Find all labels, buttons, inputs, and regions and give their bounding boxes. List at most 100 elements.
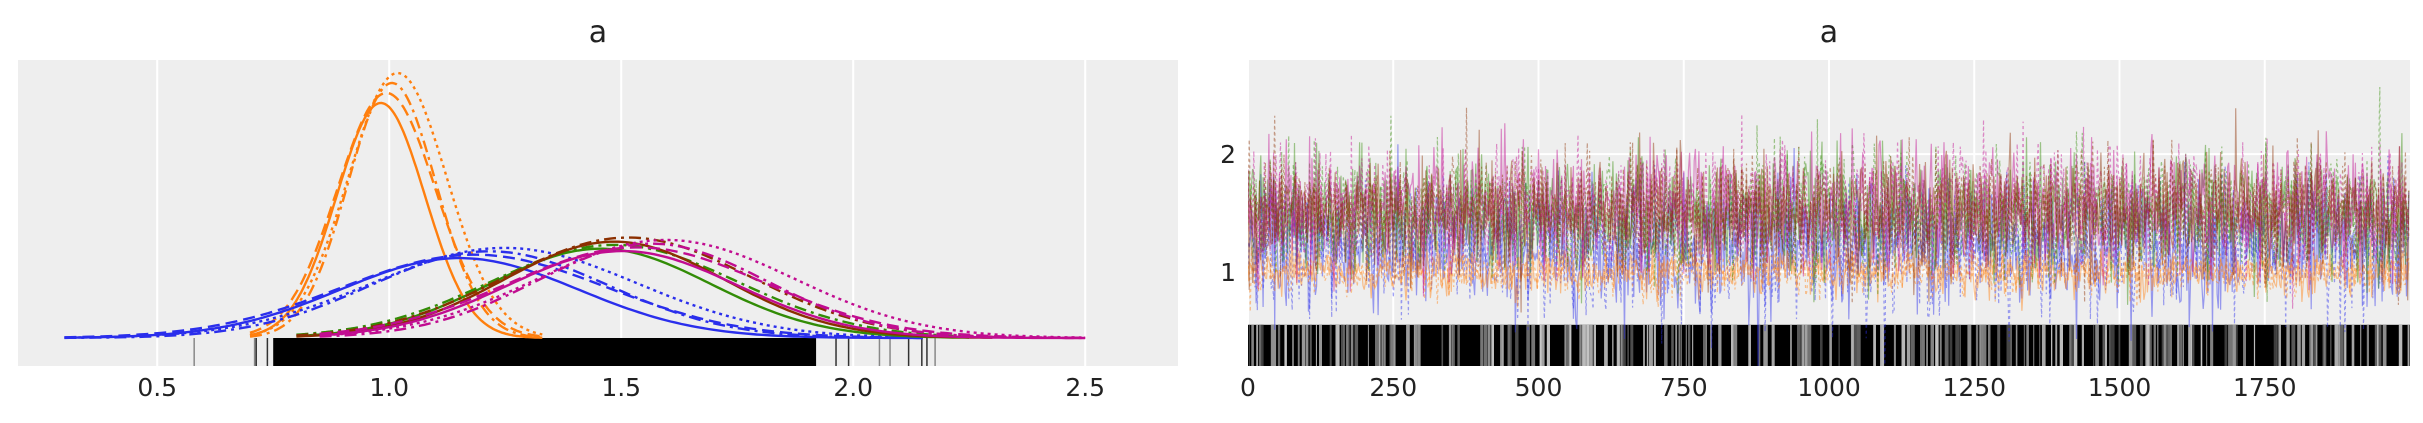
trace-rank-stripe bbox=[2051, 324, 2053, 366]
trace-line bbox=[1248, 108, 2410, 313]
trace-rank-stripe bbox=[1758, 324, 1761, 366]
trace-rank-stripe bbox=[1685, 324, 1687, 366]
trace-rank-stripe bbox=[1675, 324, 1678, 366]
trace-rank-stripe bbox=[2033, 324, 2035, 366]
trace-rank-stripe bbox=[1256, 324, 1259, 366]
trace-rank-stripe bbox=[1748, 324, 1751, 366]
trace-rank-stripe bbox=[1893, 324, 1896, 366]
trace-rank-stripe bbox=[1829, 324, 1832, 366]
trace-rank-stripe bbox=[2095, 324, 2099, 366]
trace-rank-stripe bbox=[1335, 324, 1338, 366]
trace-rank-stripe bbox=[1457, 324, 1460, 366]
trace-rank-stripe bbox=[1820, 324, 1823, 366]
trace-y-tick-label: 2 bbox=[1220, 140, 1236, 169]
trace-line bbox=[1248, 123, 2410, 293]
trace-rank-stripe bbox=[1487, 324, 1490, 366]
trace-rank-stripe bbox=[2287, 324, 2290, 366]
trace-rank-stripe bbox=[2073, 324, 2078, 366]
trace-y-tick-label: 1 bbox=[1220, 258, 1236, 287]
trace-title: a bbox=[1820, 15, 1838, 50]
trace-rank-stripe bbox=[1584, 324, 1587, 366]
trace-x-ticks: 0 250 500 750 1000 1250 1500 1750 bbox=[1240, 373, 2297, 402]
trace-rank-stripe bbox=[1901, 324, 1906, 366]
trace-rank-stripe bbox=[1664, 324, 1668, 366]
trace-rank-stripe bbox=[1568, 324, 1570, 366]
trace-rank-stripe bbox=[1416, 324, 1419, 366]
trace-rank-stripe bbox=[1251, 324, 1253, 366]
trace-rank-stripe bbox=[2273, 324, 2277, 366]
trace-rank-stripe bbox=[1944, 324, 1949, 366]
density-curve bbox=[249, 101, 543, 339]
trace-rank-stripe bbox=[1643, 324, 1645, 366]
trace-rank-stripe bbox=[1807, 324, 1812, 366]
trace-x-tick-label: 1500 bbox=[2088, 373, 2152, 402]
trace-rank-stripe bbox=[1907, 324, 1911, 366]
trace-rank-stripe bbox=[2351, 324, 2355, 366]
trace-rank-stripe bbox=[1718, 324, 1722, 366]
trace-rank-stripe bbox=[1337, 324, 1340, 366]
trace-lines bbox=[1248, 86, 2410, 366]
trace-rank-stripe bbox=[1564, 324, 1566, 366]
trace-rank-stripe bbox=[1988, 324, 1991, 366]
density-curve bbox=[249, 81, 543, 339]
trace-rank-stripe bbox=[1621, 324, 1624, 366]
trace-rank-stripe bbox=[2312, 324, 2315, 366]
trace-rank-stripe bbox=[2177, 324, 2180, 366]
trace-x-tick-label: 1250 bbox=[1942, 373, 2006, 402]
trace-line bbox=[1248, 229, 2410, 312]
trace-rank-stripe bbox=[2200, 324, 2203, 366]
trace-rank-stripe bbox=[2339, 324, 2344, 366]
trace-rank-stripe bbox=[2041, 324, 2046, 366]
trace-rank-stripe bbox=[1930, 324, 1934, 366]
trace-rank-stripe bbox=[1531, 324, 1536, 366]
trace-rank-stripe bbox=[2157, 324, 2159, 366]
trace-rank-stripe bbox=[2191, 324, 2195, 366]
trace-rank-stripe bbox=[1491, 324, 1494, 366]
trace-rank-stripe bbox=[1526, 324, 1530, 366]
trace-rank-stripe bbox=[1507, 324, 1511, 366]
trace-rank-stripe bbox=[1381, 324, 1383, 366]
trace-rank-stripe bbox=[2210, 324, 2214, 366]
trace-rank-stripe bbox=[1853, 324, 1858, 366]
trace-rank-stripe bbox=[1983, 324, 1987, 366]
trace-rank-stripe bbox=[1582, 324, 1586, 366]
trace-rank-stripe bbox=[1680, 324, 1682, 366]
trace-x-tick-label: 0 bbox=[1240, 373, 1256, 402]
trace-rank-stripe bbox=[1306, 324, 1309, 366]
trace-rank-stripe bbox=[2153, 324, 2156, 366]
trace-rank-stripe bbox=[1627, 324, 1629, 366]
trace-rank-stripe bbox=[1873, 324, 1876, 366]
trace-rank-stripe bbox=[1734, 324, 1738, 366]
density-curve bbox=[319, 249, 1086, 340]
trace-rank-stripe bbox=[2228, 324, 2232, 366]
trace-rank-stripe bbox=[1452, 324, 1455, 366]
trace-rank-stripe bbox=[2382, 324, 2387, 366]
trace-rank-stripe bbox=[1763, 324, 1768, 366]
trace-rank-stripe bbox=[1406, 324, 1410, 366]
trace-line bbox=[1248, 86, 2410, 302]
trace-rank-stripe bbox=[2071, 324, 2073, 366]
trace-rank-stripe bbox=[1259, 324, 1262, 366]
trace-rank-stripe bbox=[2146, 324, 2150, 366]
trace-rank-stripe bbox=[1383, 324, 1386, 366]
trace-rank-stripe bbox=[1480, 324, 1484, 366]
trace-rank-stripe bbox=[1580, 324, 1582, 366]
trace-rank-stripe bbox=[1604, 324, 1608, 366]
trace-rank-stripe bbox=[2334, 324, 2339, 366]
density-curve bbox=[319, 242, 1086, 340]
density-x-tick-label: 2.0 bbox=[833, 373, 873, 402]
trace-rank-stripe bbox=[1349, 324, 1351, 366]
trace-rank-stripe bbox=[1975, 324, 1979, 366]
trace-rank-stripe bbox=[2374, 324, 2378, 366]
density-title: a bbox=[589, 15, 607, 50]
trace-line bbox=[1248, 144, 2410, 366]
trace-rank-stripe bbox=[2026, 324, 2029, 366]
trace-rank-stripe bbox=[1417, 324, 1421, 366]
trace-rank-stripe bbox=[1441, 324, 1444, 366]
trace-rank-stripe bbox=[1593, 324, 1596, 366]
trace-rank-stripe bbox=[2069, 324, 2072, 366]
trace-rank-stripe bbox=[2118, 324, 2121, 366]
trace-rank-stripe bbox=[1346, 324, 1348, 366]
trace-rank-stripe bbox=[1297, 324, 1300, 366]
density-x-tick-label: 1.5 bbox=[601, 373, 641, 402]
